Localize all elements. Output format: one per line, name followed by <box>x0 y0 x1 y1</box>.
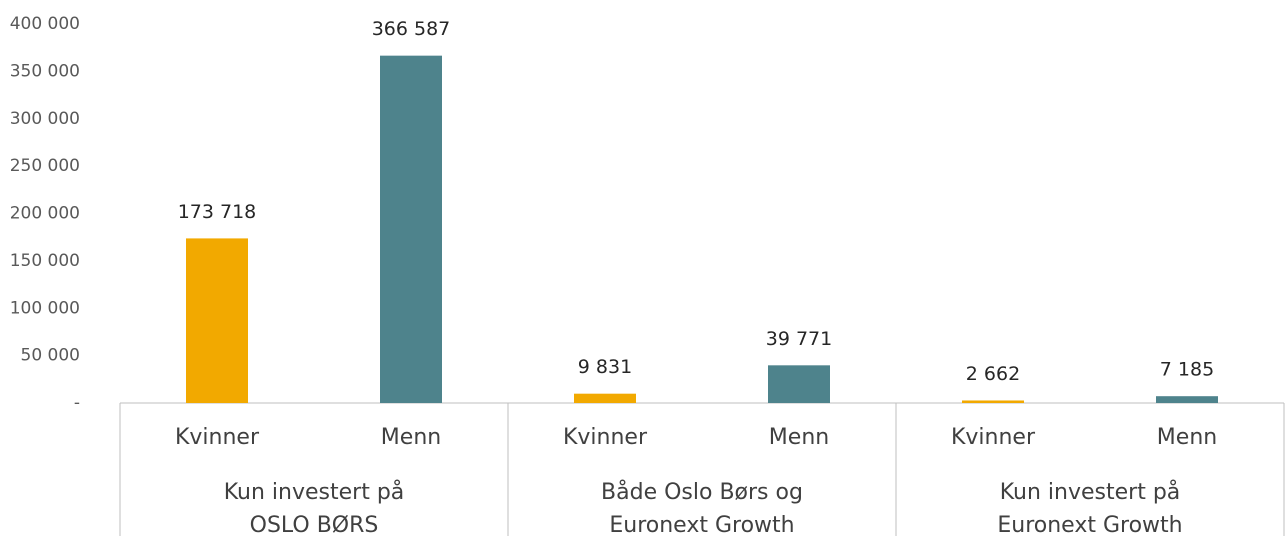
y-tick-label: 50 000 <box>21 346 80 366</box>
y-tick-label: 200 000 <box>10 204 80 224</box>
y-tick-label: 350 000 <box>10 61 80 81</box>
y-tick-label: - <box>74 393 80 413</box>
x-tick-label: Menn <box>769 425 829 450</box>
bar <box>574 393 636 403</box>
value-label: 173 718 <box>178 201 257 223</box>
value-label: 2 662 <box>966 363 1020 385</box>
y-tick-label: 250 000 <box>10 156 80 176</box>
x-tick-label: Kvinner <box>951 425 1036 450</box>
x-tick-label: Menn <box>381 425 441 450</box>
value-label: 39 771 <box>766 328 832 350</box>
x-tick-label: Kvinner <box>175 425 260 450</box>
x-tick-label: Menn <box>1157 425 1217 450</box>
y-tick-label: 300 000 <box>10 109 80 129</box>
bar <box>186 238 248 403</box>
y-tick-label: 400 000 <box>10 14 80 34</box>
group-label: Euronext Growth <box>609 513 794 536</box>
value-label: 366 587 <box>372 18 451 40</box>
group-label: OSLO BØRS <box>250 513 379 536</box>
y-tick-label: 150 000 <box>10 251 80 271</box>
bar <box>962 400 1024 403</box>
group-label: Kun investert på <box>1000 479 1181 505</box>
group-label: Euronext Growth <box>997 513 1182 536</box>
x-tick-label: Kvinner <box>563 425 648 450</box>
y-tick-label: 100 000 <box>10 298 80 318</box>
bar <box>768 365 830 403</box>
group-label: Kun investert på <box>224 479 405 505</box>
bar <box>380 55 442 404</box>
bar <box>1156 396 1218 403</box>
group-label: Både Oslo Børs og <box>601 479 803 505</box>
value-label: 7 185 <box>1160 359 1214 381</box>
value-label: 9 831 <box>578 356 632 378</box>
